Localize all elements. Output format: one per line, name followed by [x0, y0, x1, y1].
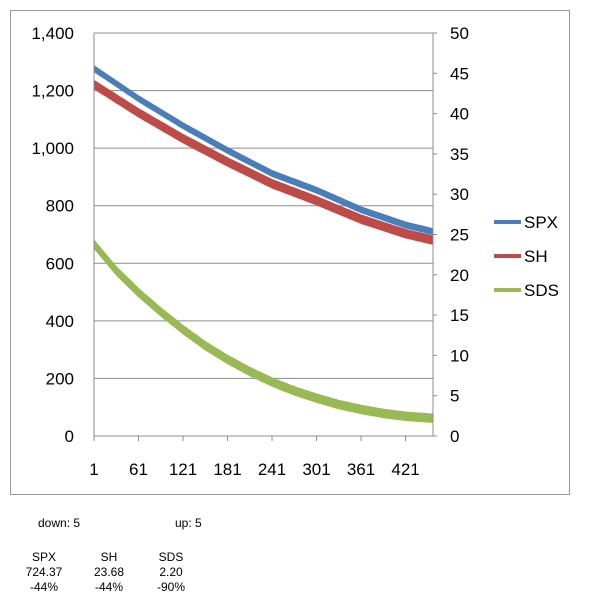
x-tick-label: 241 [258, 460, 286, 479]
gridlines [94, 32, 433, 379]
y-right-tick-label: 50 [450, 24, 469, 43]
x-tick-label: 301 [302, 460, 330, 479]
legend: SPX SH SDS [494, 213, 559, 300]
stat-value: 2.20 [159, 565, 183, 579]
up-label: up: [175, 516, 192, 530]
stat-name: SPX [31, 550, 56, 564]
down-value: 5 [73, 516, 81, 530]
y-right-tick-label: 10 [450, 346, 469, 365]
stat-name: SH [100, 550, 118, 564]
series-layer [93, 64, 434, 424]
series-sds [93, 238, 434, 424]
x-tick-label: 361 [347, 460, 375, 479]
y-right-tick-label: 25 [450, 226, 469, 245]
y-left-tick-label: 200 [46, 369, 74, 388]
y-left-tick-label: 1,200 [31, 82, 74, 101]
y-right-tick-label: 15 [450, 306, 469, 325]
stat-change: -90% [156, 580, 185, 594]
y-left-tick-label: 400 [46, 312, 74, 331]
x-tick-label: 421 [391, 460, 419, 479]
stat-name: SDS [158, 550, 184, 564]
down-label: down: [38, 516, 71, 530]
stat-change: -44% [29, 580, 58, 594]
stat-sh: SH 23.68 -44% [79, 550, 139, 595]
legend-label: SH [524, 247, 548, 266]
y-left-tick-label: 600 [46, 254, 74, 273]
stat-value: 23.68 [93, 565, 125, 579]
y-left-tick-label: 800 [46, 197, 74, 216]
y-right-tick-label: 35 [450, 145, 469, 164]
y-left-tick-label: 0 [65, 427, 74, 446]
stat-change: -44% [94, 580, 123, 594]
y-right-tick-label: 0 [450, 427, 459, 446]
x-tick-label: 1 [89, 460, 98, 479]
y-right-tick-label: 40 [450, 105, 469, 124]
y-right-tick-label: 20 [450, 266, 469, 285]
up-info: up: 5 [175, 516, 202, 530]
y-right-tick-label: 30 [450, 185, 469, 204]
x-tick-label: 61 [129, 460, 148, 479]
stat-value: 724.37 [25, 565, 63, 579]
x-tick-label: 121 [169, 460, 197, 479]
x-tick-label: 181 [213, 460, 241, 479]
stat-sds: SDS 2.20 -90% [141, 550, 201, 595]
up-value: 5 [195, 516, 202, 530]
y-left-tick-label: 1,000 [31, 139, 74, 158]
stat-spx: SPX 724.37 -44% [14, 550, 74, 595]
legend-label: SDS [524, 281, 559, 300]
axes: 0 200 400 600 800 1,000 1,200 1,400 0 5 10 15 20 25 30… [31, 24, 468, 479]
chart-frame: 0 200 400 600 800 1,000 1,200 1,400 0 5 10 15 20 25 30… [10, 10, 570, 495]
down-info: down: 5 [38, 516, 80, 530]
line-chart: 0 200 400 600 800 1,000 1,200 1,400 0 5 10 15 20 25 30… [31, 24, 559, 479]
y-left-tick-label: 1,400 [31, 24, 74, 43]
legend-label: SPX [524, 213, 558, 232]
y-right-tick-label: 5 [450, 387, 459, 406]
y-right-tick-label: 45 [450, 64, 469, 83]
